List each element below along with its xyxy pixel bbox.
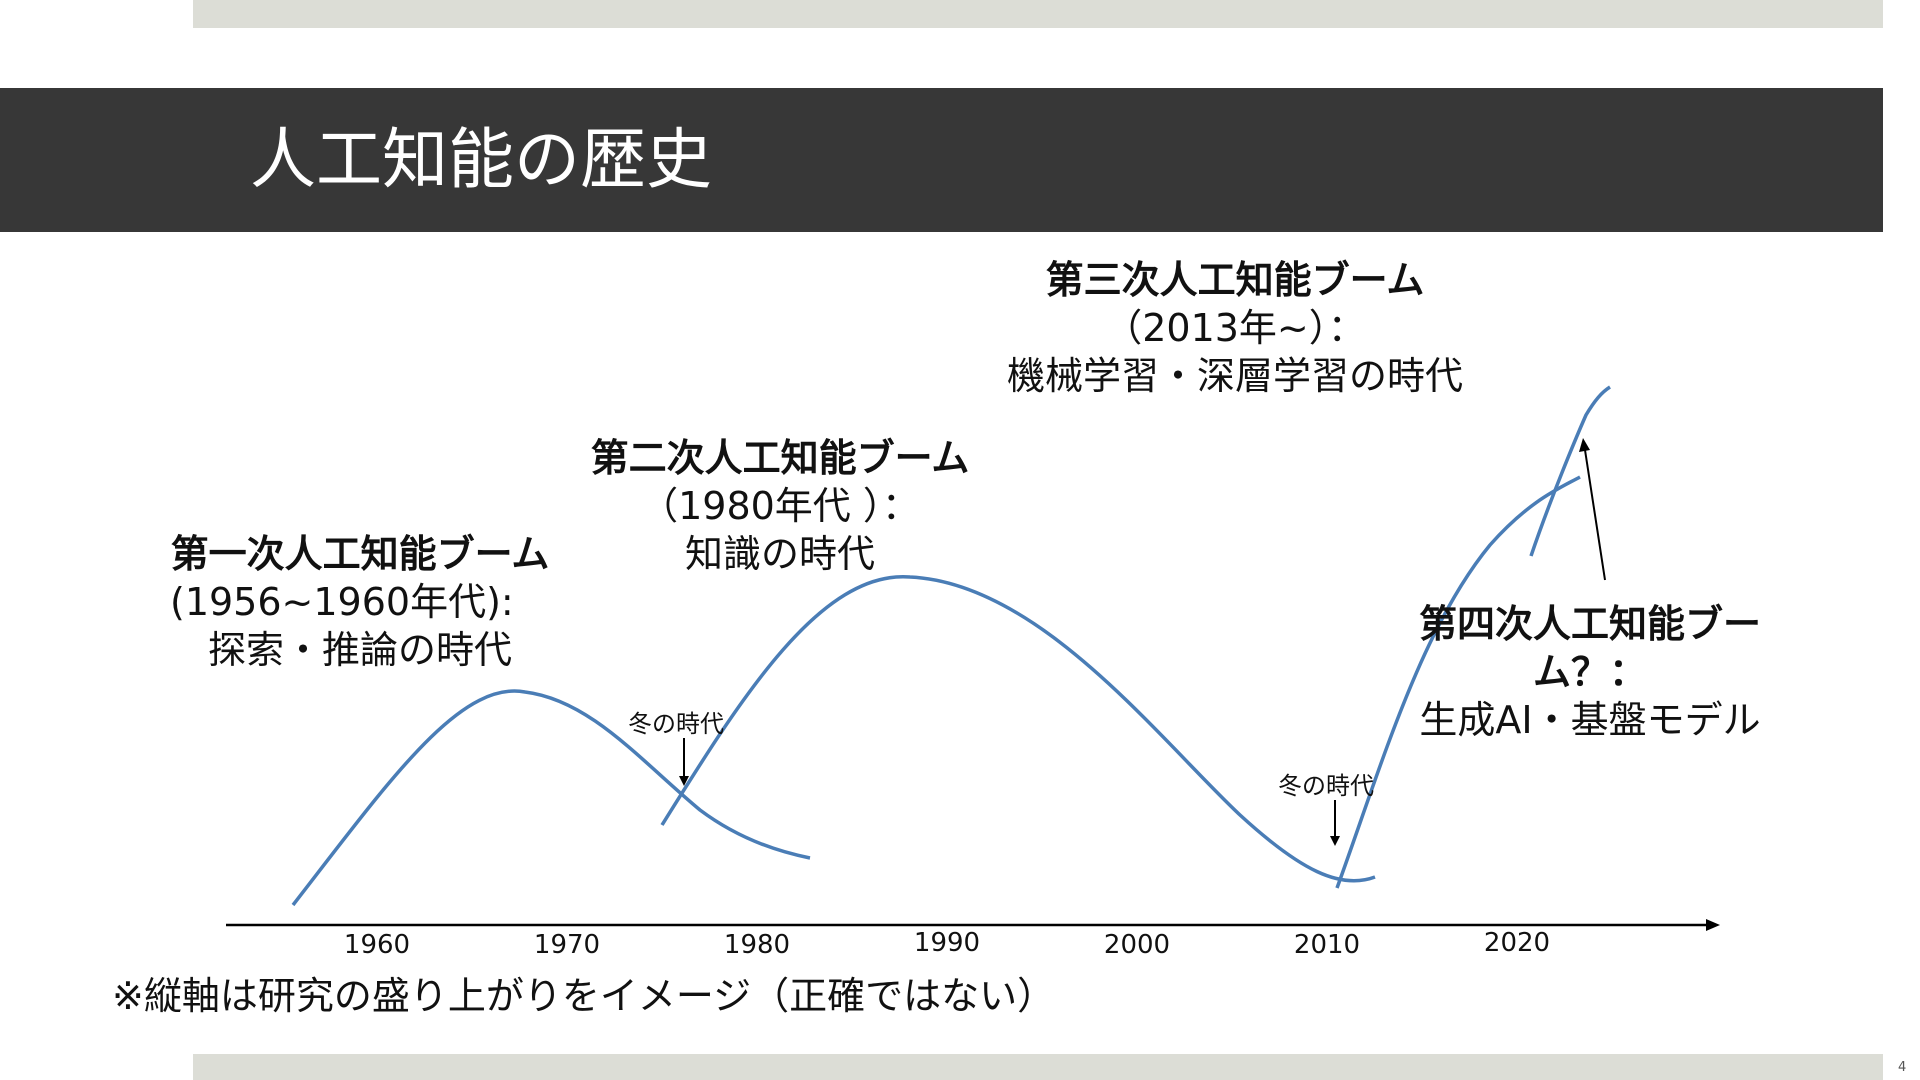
year-label-2000: 2000 bbox=[1103, 930, 1171, 960]
bottom-decorative-bar bbox=[193, 1054, 1883, 1080]
timeline-arrowhead bbox=[1706, 919, 1720, 931]
winter-arrowhead-2 bbox=[1330, 836, 1340, 846]
first-boom-curve bbox=[291, 689, 811, 907]
year-label-1990: 1990 bbox=[913, 928, 981, 958]
first-boom-heading: 第一次人工知能ブーム bbox=[170, 532, 550, 576]
year-label-1970: 1970 bbox=[533, 930, 601, 960]
footnote: ※縦軸は研究の盛り上がりをイメージ（正確ではない） bbox=[112, 974, 1056, 1018]
first-boom-label: 第一次人工知能ブーム (1956~1960年代): 探索・推論の時代 bbox=[150, 530, 570, 674]
title-band: 人工知能の歴史 bbox=[0, 88, 1883, 232]
year-label-1980: 1980 bbox=[723, 930, 791, 960]
page-number: 4 bbox=[1898, 1060, 1907, 1075]
fourth-boom-heading-line1: 第四次人工知能ブー bbox=[1418, 602, 1761, 646]
fourth-boom-label: 第四次人工知能ブー ム？： 生成AI・基盤モデル bbox=[1395, 600, 1785, 744]
fourth-boom-arrow bbox=[1584, 449, 1606, 581]
year-label-1960: 1960 bbox=[343, 930, 411, 960]
fourth-boom-theme: 生成AI・基盤モデル bbox=[1419, 698, 1761, 742]
fourth-boom-heading-line2: ム？： bbox=[1532, 650, 1647, 694]
winter-label-2: 冬の時代 bbox=[1278, 772, 1374, 800]
third-boom-label: 第三次人工知能ブーム （2013年~）： 機械学習・深層学習の時代 bbox=[985, 256, 1485, 400]
second-boom-theme: 知識の時代 bbox=[684, 532, 875, 576]
winter-label-1: 冬の時代 bbox=[628, 710, 724, 738]
second-boom-curve bbox=[660, 575, 1376, 883]
second-boom-period: （1980年代 ）： bbox=[640, 484, 920, 528]
third-boom-period: （2013年~）： bbox=[1104, 306, 1366, 350]
first-boom-theme: 探索・推論の時代 bbox=[207, 628, 512, 672]
second-boom-label: 第二次人工知能ブーム （1980年代 ）： 知識の時代 bbox=[570, 434, 990, 578]
third-boom-curve bbox=[1335, 475, 1581, 889]
year-label-2020: 2020 bbox=[1483, 928, 1551, 958]
first-boom-period: (1956~1960年代): bbox=[170, 580, 514, 624]
third-boom-theme: 機械学習・深層学習の時代 bbox=[1006, 354, 1463, 398]
top-decorative-bar bbox=[193, 0, 1883, 28]
third-boom-heading: 第三次人工知能ブーム bbox=[1045, 258, 1425, 302]
fourth-boom-arrowhead bbox=[1579, 438, 1590, 452]
year-label-2010: 2010 bbox=[1293, 930, 1361, 960]
slide-title: 人工知能の歴史 bbox=[250, 121, 712, 198]
second-boom-heading: 第二次人工知能ブーム bbox=[590, 436, 970, 480]
winter-arrowhead-1 bbox=[679, 776, 689, 786]
fourth-boom-curve bbox=[1529, 385, 1611, 557]
